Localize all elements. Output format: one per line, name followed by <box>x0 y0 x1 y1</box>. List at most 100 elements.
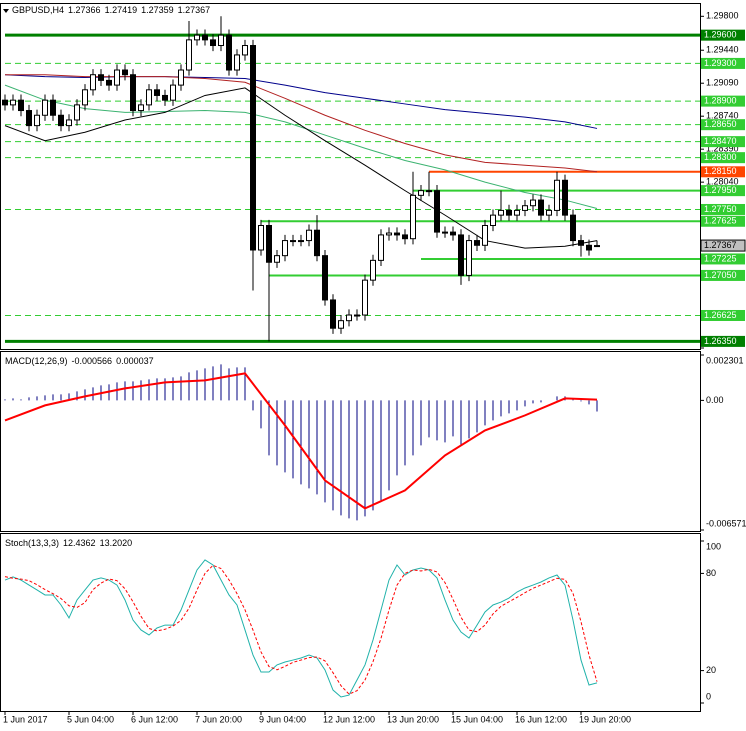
candle-body <box>58 114 64 127</box>
candle-body <box>338 320 344 329</box>
candle-body <box>354 314 360 317</box>
candle-body <box>218 34 224 47</box>
x-tick-label: 6 Jun 12:00 <box>131 714 178 724</box>
indicator-line <box>4 559 598 698</box>
level-label-box <box>701 253 745 265</box>
header-value: Stoch(13,3,3) <box>5 538 59 548</box>
candle-body <box>290 240 296 243</box>
candle-body <box>170 84 176 101</box>
x-tick-label: 5 Jun 04:00 <box>67 714 114 724</box>
y-tick-label: -0.006571 <box>706 518 746 528</box>
current-price-box <box>700 239 746 252</box>
candle-body <box>530 199 536 207</box>
candle-body <box>370 259 376 281</box>
candle-body <box>458 234 464 276</box>
level-label-box <box>701 136 745 148</box>
y-tick-label: 0 <box>706 691 711 701</box>
x-tick-label: 9 Jun 04:00 <box>259 714 306 724</box>
header-value: 1.27366 <box>68 5 101 15</box>
candle-body <box>250 45 256 251</box>
y-tick-label: 0.00 <box>706 395 724 405</box>
level-label: 1.28470 <box>704 136 737 146</box>
level-label: 1.29300 <box>704 58 737 68</box>
candle-body <box>226 34 232 71</box>
candle-body <box>50 99 56 116</box>
candle-body <box>178 69 184 86</box>
level-label-box <box>701 215 745 227</box>
candle-body <box>2 99 8 106</box>
candle-body <box>90 74 96 91</box>
header-value: MACD(12,26,9) <box>5 356 68 366</box>
indicator-line <box>4 372 598 510</box>
candle-body <box>186 39 192 71</box>
candle-body <box>330 299 336 329</box>
candle-body <box>314 229 320 257</box>
level-label: 1.26625 <box>704 310 737 320</box>
x-tick-label: 19 Jun 20:00 <box>579 714 631 724</box>
candle-body <box>594 245 600 248</box>
stoch-panel <box>0 533 701 712</box>
level-label-box <box>701 185 745 197</box>
level-label: 1.28300 <box>704 152 737 162</box>
candle-body <box>570 214 576 242</box>
candle-body <box>482 225 488 246</box>
candle-body <box>66 119 72 127</box>
candle-body <box>506 209 512 216</box>
level-label: 1.27225 <box>704 253 737 263</box>
candle-body <box>10 99 16 106</box>
y-tick-label: 0.002301 <box>706 355 744 365</box>
candle-body <box>106 79 112 86</box>
candle-body <box>378 234 384 261</box>
y-tick-label: 1.28390 <box>706 144 739 154</box>
candle-body <box>586 244 592 251</box>
level-label: 1.26350 <box>704 336 737 346</box>
level-label-box <box>701 57 745 69</box>
header-value: 13.2020 <box>100 538 133 548</box>
candle-body <box>450 231 456 236</box>
level-label: 1.27950 <box>704 185 737 195</box>
level-label: 1.28900 <box>704 95 737 105</box>
level-label: 1.28650 <box>704 119 737 129</box>
candle-body <box>274 255 280 263</box>
price-panel <box>0 3 701 350</box>
x-tick-label: 12 Jun 12:00 <box>323 714 375 724</box>
candle-body <box>322 255 328 301</box>
candle-body <box>18 99 24 112</box>
candle-body <box>306 229 312 242</box>
y-tick-label: 1.29800 <box>706 11 739 21</box>
candle-body <box>522 205 528 211</box>
candle-body <box>98 74 104 81</box>
candle-body <box>394 232 400 236</box>
header-value: -0.000566 <box>72 356 113 366</box>
candle-body <box>498 209 504 216</box>
candle-body <box>410 194 416 240</box>
header-value: 0.000037 <box>116 356 154 366</box>
candle-body <box>194 34 200 41</box>
level-label: 1.27750 <box>704 204 737 214</box>
y-tick-label: 80 <box>706 568 716 578</box>
header-value: 12.4362 <box>63 538 96 548</box>
candle-body <box>490 214 496 226</box>
candle-body <box>82 89 88 106</box>
candle-body <box>26 110 32 127</box>
current-price-label: 1.27367 <box>704 240 737 250</box>
level-label: 1.27625 <box>704 216 737 226</box>
candle-body <box>122 69 128 76</box>
level-label-box <box>701 29 745 41</box>
level-label-box <box>701 335 745 347</box>
level-label-box <box>701 95 745 107</box>
level-label-box <box>701 309 745 321</box>
candle-body <box>34 114 40 127</box>
candle-body <box>386 232 392 236</box>
candle-body <box>442 231 448 234</box>
candle-body <box>74 104 80 121</box>
indicator-header: GBPUSD,H4 1.27366 1.27419 1.27359 1.27367 <box>12 5 210 15</box>
indicator-header: MACD(12,26,9) -0.000566 0.000037 <box>5 356 154 366</box>
header-value: 1.27367 <box>178 5 211 15</box>
x-tick-label: 15 Jun 04:00 <box>451 714 503 724</box>
level-label-box <box>701 119 745 131</box>
macd-panel <box>0 351 701 532</box>
indicator-line <box>5 74 598 173</box>
